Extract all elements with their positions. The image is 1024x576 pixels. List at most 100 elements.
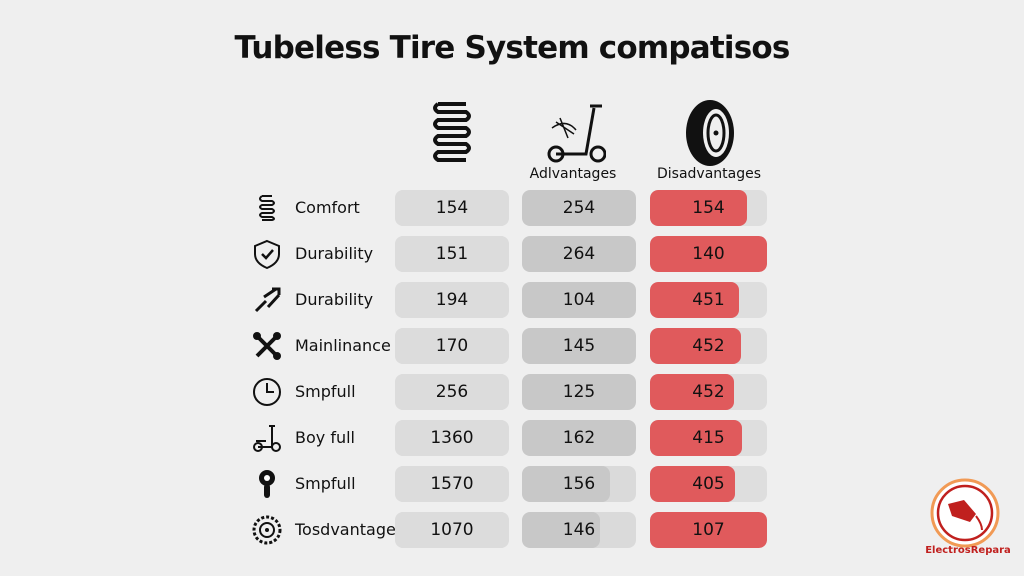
value-bar: 1360 <box>395 420 509 456</box>
cell-value: 405 <box>692 474 725 494</box>
cell-value: 1070 <box>430 520 474 540</box>
value-bar: 140 <box>650 236 767 272</box>
cell-value: 452 <box>692 382 725 402</box>
tread-icon <box>252 515 282 545</box>
logo-text: ElectrosRepara <box>925 545 1011 556</box>
bar-fill <box>395 512 509 548</box>
column-header-advantages: Adlvantages <box>529 166 617 182</box>
cell-value: 1570 <box>430 474 474 494</box>
value-bar: 254 <box>522 190 636 226</box>
bar-fill <box>650 236 767 272</box>
table-row: Durability 151 264 140 <box>250 236 770 272</box>
bar-fill <box>395 236 509 272</box>
bar-fill <box>522 190 636 226</box>
clock-icon <box>253 378 281 406</box>
cell-value: 146 <box>562 520 596 540</box>
row-label: Durability <box>295 244 374 263</box>
cell-value: 264 <box>562 244 596 264</box>
row-label: Smpfull <box>295 382 356 401</box>
bar-fill <box>650 282 739 318</box>
cell-value: 415 <box>692 428 725 448</box>
bar-fill <box>522 420 636 456</box>
cell-value: 452 <box>692 336 725 356</box>
cell-value: 256 <box>435 382 469 402</box>
tire-icon <box>686 100 734 166</box>
value-bar: 154 <box>395 190 509 226</box>
bar-fill <box>522 328 636 364</box>
cell-value: 170 <box>435 336 469 356</box>
bar-fill <box>650 466 736 502</box>
row-label: Mainlinance <box>295 336 391 355</box>
table-row: Comfort 154 254 154 <box>250 190 770 226</box>
cell-value: 104 <box>562 290 596 310</box>
bar-fill <box>522 374 636 410</box>
cell-value: 151 <box>435 244 469 264</box>
cell-value: 1360 <box>430 428 474 448</box>
value-bar: 1570 <box>395 466 509 502</box>
spring-icon <box>259 195 275 221</box>
bar-fill <box>395 328 509 364</box>
bar-fill <box>522 466 610 502</box>
value-bar: 405 <box>650 466 767 502</box>
bar-fill <box>395 420 509 456</box>
cell-value: 194 <box>435 290 469 310</box>
table-row: Durability 194 104 451 <box>250 282 770 318</box>
value-bar: 264 <box>522 236 636 272</box>
cell-value: 107 <box>692 520 725 540</box>
cell-value: 156 <box>562 474 596 494</box>
row-label: Smpfull <box>295 474 356 493</box>
bar-fill <box>395 282 509 318</box>
cell-value: 154 <box>435 198 469 218</box>
value-bar: 1070 <box>395 512 509 548</box>
bar-fill <box>650 328 742 364</box>
table-row: Smpfull 256 125 452 <box>250 374 770 410</box>
value-bar: 146 <box>522 512 636 548</box>
shield-check-icon <box>254 239 280 269</box>
cell-value: 140 <box>692 244 725 264</box>
cell-value: 451 <box>692 290 725 310</box>
table-row: Boy full 1360 162 415 <box>250 420 770 456</box>
row-label: Boy full <box>295 428 355 447</box>
wrench-icon <box>253 332 281 360</box>
spring-icon <box>433 102 471 162</box>
row-label: Durability <box>295 290 374 309</box>
scooter-icon <box>547 104 606 163</box>
table-row: Smpfull 1570 156 405 <box>250 466 770 502</box>
bar-fill <box>650 190 748 226</box>
value-bar: 125 <box>522 374 636 410</box>
table-row: Mainlinance 170 145 452 <box>250 328 770 364</box>
charger-plug-icon <box>930 478 1000 548</box>
cell-value: 125 <box>562 382 596 402</box>
bar-fill <box>650 512 767 548</box>
column-header-disadvantages: Disadvantages <box>656 166 762 182</box>
value-bar: 452 <box>650 374 767 410</box>
row-label: Comfort <box>295 198 360 217</box>
cell-value: 162 <box>562 428 596 448</box>
bar-fill <box>650 374 735 410</box>
bar-fill <box>395 190 509 226</box>
value-bar: 194 <box>395 282 509 318</box>
bar-fill <box>522 236 636 272</box>
page-title: Tubeless Tire System compatisos <box>234 30 790 66</box>
value-bar: 151 <box>395 236 509 272</box>
value-bar: 145 <box>522 328 636 364</box>
value-bar: 107 <box>650 512 767 548</box>
bar-fill <box>522 282 636 318</box>
value-bar: 256 <box>395 374 509 410</box>
valve-icon <box>259 470 275 498</box>
table-row: Tosdvantages 1070 146 107 <box>250 512 770 548</box>
value-bar: 162 <box>522 420 636 456</box>
value-bar: 170 <box>395 328 509 364</box>
row-label: Tosdvantages <box>295 520 405 539</box>
bar-fill <box>522 512 600 548</box>
value-bar: 154 <box>650 190 767 226</box>
bar-fill <box>395 374 509 410</box>
value-bar: 415 <box>650 420 767 456</box>
value-bar: 104 <box>522 282 636 318</box>
value-bar: 452 <box>650 328 767 364</box>
scooter-icon <box>253 425 281 452</box>
cell-value: 145 <box>562 336 596 356</box>
cell-value: 254 <box>562 198 596 218</box>
bar-fill <box>650 420 743 456</box>
cell-value: 154 <box>692 198 725 218</box>
